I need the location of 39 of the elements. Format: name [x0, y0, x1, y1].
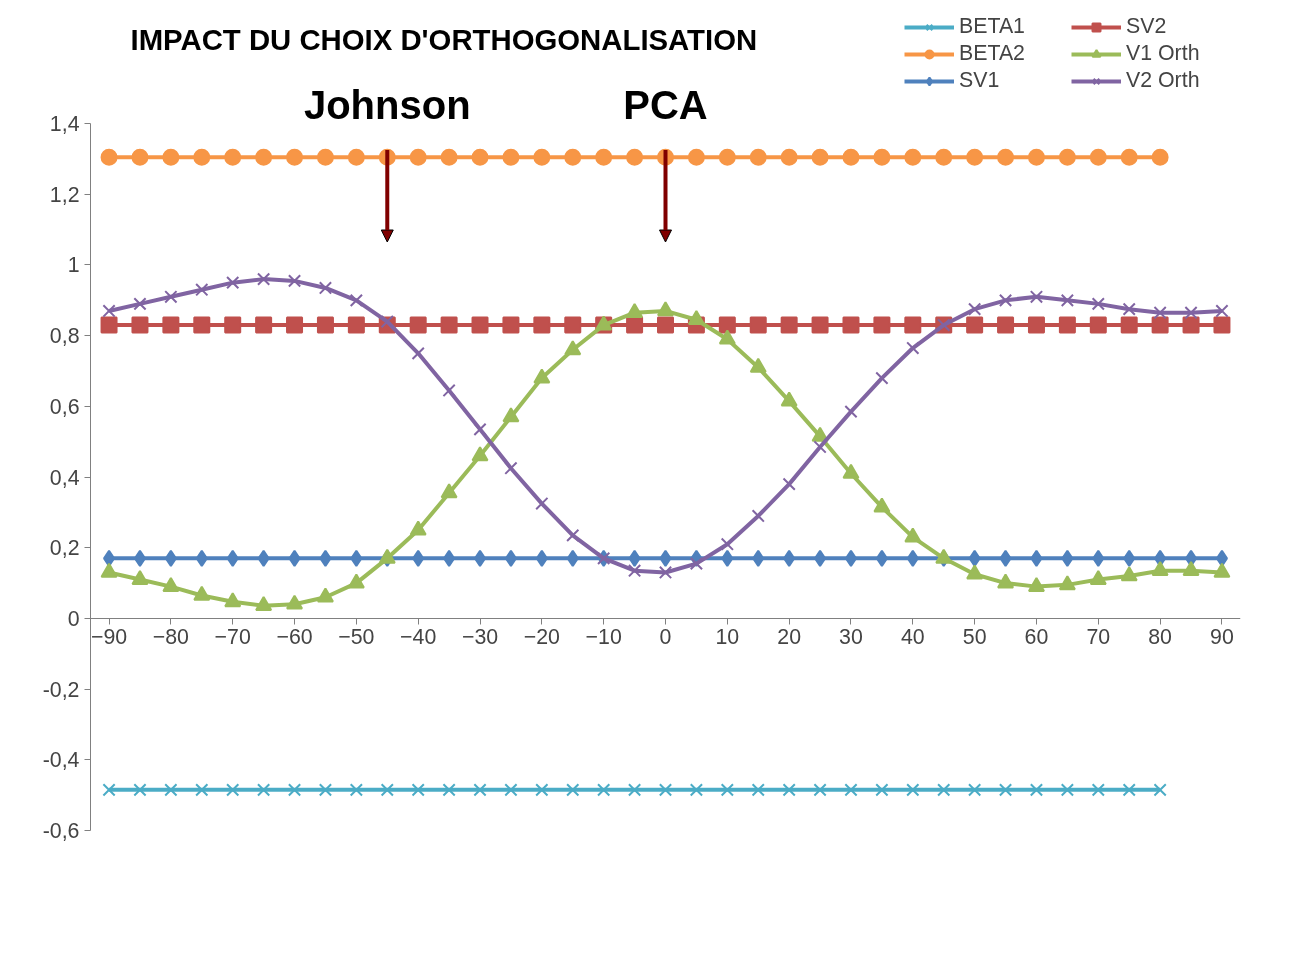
- annotation: PCA: [623, 83, 708, 128]
- x-tick-label: 50: [962, 625, 987, 650]
- x-tick-label: 10: [715, 625, 740, 650]
- x-tick-label: −50: [338, 625, 375, 650]
- y-tick-label: 1,2: [49, 182, 80, 207]
- x-tick-label: −10: [585, 625, 622, 650]
- y-tick-label: 0,6: [49, 394, 80, 419]
- x-tick-label: 90: [1210, 625, 1234, 650]
- annotation: Johnson: [303, 83, 471, 128]
- x-tick-label: 0: [659, 625, 672, 650]
- x-tick-label: 60: [1024, 625, 1049, 650]
- x-tick-label: −40: [400, 625, 437, 650]
- legend-label: SV2: [1126, 14, 1168, 39]
- legend-label: BETA2: [959, 41, 1026, 66]
- y-tick-label: -0,6: [42, 819, 80, 843]
- x-tick-label: −30: [461, 625, 499, 650]
- y-tick-label: 0,4: [49, 465, 80, 490]
- legend-label: SV1: [959, 68, 1001, 93]
- legend-label: V2 Orth: [1126, 68, 1201, 93]
- x-tick-label: 40: [900, 625, 925, 650]
- x-tick-label: 30: [839, 625, 863, 650]
- x-tick-label: 70: [1086, 625, 1111, 650]
- x-tick-label: −70: [214, 625, 251, 650]
- y-tick-label: 1: [67, 253, 80, 278]
- y-tick-label: 0,2: [49, 536, 80, 561]
- x-tick-label: −20: [523, 625, 561, 650]
- y-tick-label: 1,4: [49, 112, 80, 137]
- chart-title: IMPACT DU CHOIX D'ORTHOGONALISATION: [130, 22, 758, 56]
- x-tick-label: −60: [276, 625, 313, 650]
- x-tick-label: −90: [90, 625, 128, 650]
- y-tick-label: -0,4: [42, 748, 80, 773]
- x-tick-label: 80: [1148, 625, 1173, 650]
- legend-label: V1 Orth: [1126, 41, 1201, 66]
- x-tick-label: 20: [777, 625, 802, 650]
- y-tick-label: 0: [67, 606, 80, 631]
- x-tick-label: −80: [152, 625, 190, 650]
- legend-label: BETA1: [959, 14, 1026, 39]
- y-tick-label: 0,8: [49, 324, 80, 349]
- y-tick-label: -0,2: [42, 677, 80, 702]
